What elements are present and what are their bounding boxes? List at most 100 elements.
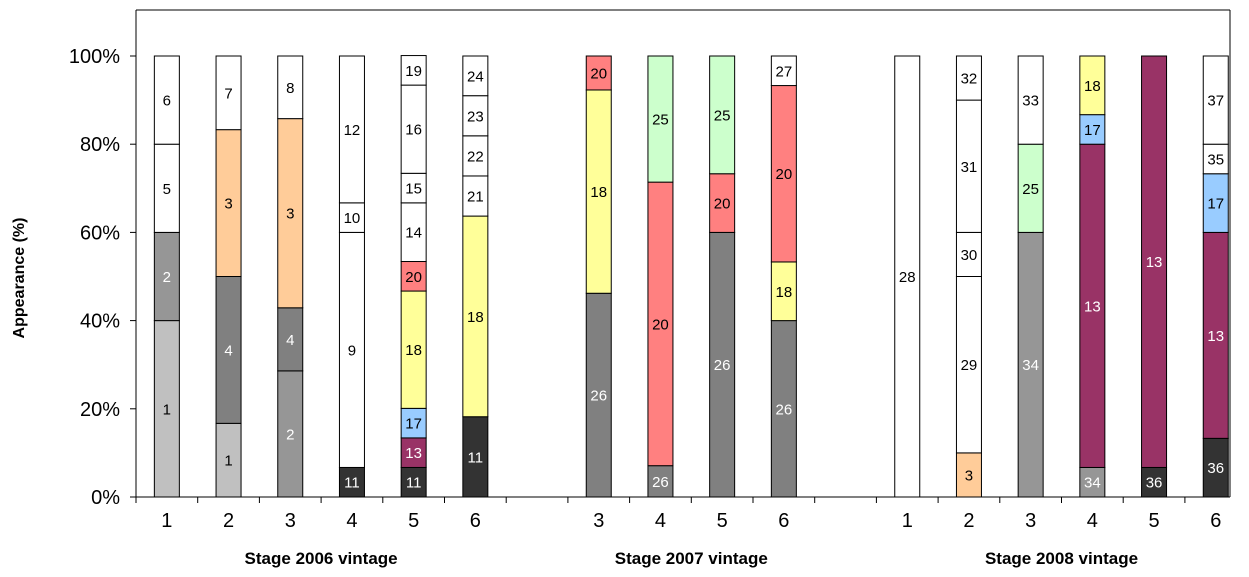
bar-segment [585,292,612,498]
segment-label: 11 [468,449,484,466]
segment-label: 17 [405,416,422,433]
segment-label: 26 [776,401,793,418]
bar-segment [585,55,612,91]
bar-segment [1141,466,1168,498]
bar-segment [338,202,365,233]
bar-segment [153,143,180,233]
segment-label: 2 [286,426,294,443]
bar-segment [215,422,242,498]
bar-segment [1079,466,1106,498]
segment-label: 15 [405,181,422,198]
segment-label: 18 [405,342,422,359]
segment-label: 14 [405,225,422,242]
bar-segment [1079,143,1106,468]
segment-label: 31 [961,159,978,176]
group-label: Stage 2006 vintage [245,549,398,568]
segment-label: 18 [776,284,793,301]
bar-segment [647,465,674,498]
bar-segment [338,55,365,204]
bar-segment [153,55,180,145]
segment-label: 24 [467,68,484,85]
segment-label: 35 [1207,151,1224,168]
x-tick-label: 3 [285,510,296,532]
bar-segment [400,437,427,468]
bar-segment [709,173,736,233]
segment-label: 36 [1146,475,1163,492]
y-tick-label: 0% [91,487,120,509]
bar-segment [400,202,427,263]
segment-label: 18 [1084,78,1101,95]
bar-segment [462,215,489,418]
bar-segment [400,407,427,439]
segment-label: 13 [1084,298,1101,315]
x-tick-label: 5 [1148,510,1159,532]
segment-label: 20 [405,269,422,286]
segment-label: 16 [405,122,422,139]
bar-segment [647,181,674,467]
bar-segment [277,118,304,309]
bar-segment [770,55,797,87]
segment-label: 25 [714,107,731,124]
segment-label: 26 [652,474,669,491]
bar-segment [1017,55,1044,145]
segment-label: 11 [406,475,422,492]
segment-label: 37 [1207,93,1224,110]
segment-label: 17 [1084,122,1101,139]
segment-label: 8 [286,80,294,97]
chart-axes [130,9,1231,503]
bar-segment [955,276,982,454]
segment-label: 3 [965,467,973,484]
bar-segment [400,290,427,409]
segment-label: 4 [286,332,294,349]
x-tick-label: 4 [655,510,666,532]
segment-label: 19 [405,63,422,80]
bar-segment [1079,114,1106,145]
bar-segment [1141,55,1168,468]
bar-segment [955,452,982,498]
bar-segment [277,55,304,120]
segment-label: 18 [590,184,607,201]
bar-segment [1202,55,1229,145]
bar-segment [462,175,489,217]
y-tick-label: 80% [80,134,120,156]
segment-label: 29 [961,357,978,374]
segment-label: 13 [1146,254,1163,271]
segment-label: 21 [467,189,484,206]
segment-label: 9 [348,342,356,359]
x-tick-label: 6 [778,510,789,532]
segment-label: 13 [405,445,422,462]
bar-segment [462,55,489,97]
x-tick-label: 3 [1025,510,1036,532]
x-tick-label: 2 [963,510,974,532]
bar-segment [1017,143,1044,233]
segment-label: 28 [899,269,916,286]
bar-segment [709,231,736,498]
segment-label: 20 [714,196,731,213]
segment-label: 1 [163,401,171,418]
segment-label: 6 [163,93,171,110]
segment-label: 13 [1207,328,1224,345]
bar-segment [709,55,736,175]
y-tick-label: 40% [80,311,120,333]
bar-segment [400,466,427,498]
segment-label: 25 [1022,181,1039,198]
segment-label: 32 [961,71,978,88]
bar-segment [1202,231,1229,439]
segment-label: 18 [467,309,484,326]
x-tick-label: 5 [717,510,728,532]
bar-segment [955,55,982,101]
group-label: Stage 2007 vintage [615,549,768,568]
segment-label: 33 [1022,93,1039,110]
bar-segment [338,231,365,468]
x-tick-label: 2 [223,510,234,532]
bar-segment [277,307,304,372]
bar-segment [1079,55,1106,116]
x-tick-label: 4 [346,510,357,532]
chart-labels: 0%20%40%60%80%100%1256114372243831191012… [69,46,1224,568]
segment-label: 10 [344,210,361,227]
segment-label: 2 [163,269,171,286]
x-tick-label: 1 [161,510,172,532]
y-tick-label: 60% [80,222,120,244]
segment-label: 12 [344,122,361,139]
segment-label: 22 [467,148,484,165]
